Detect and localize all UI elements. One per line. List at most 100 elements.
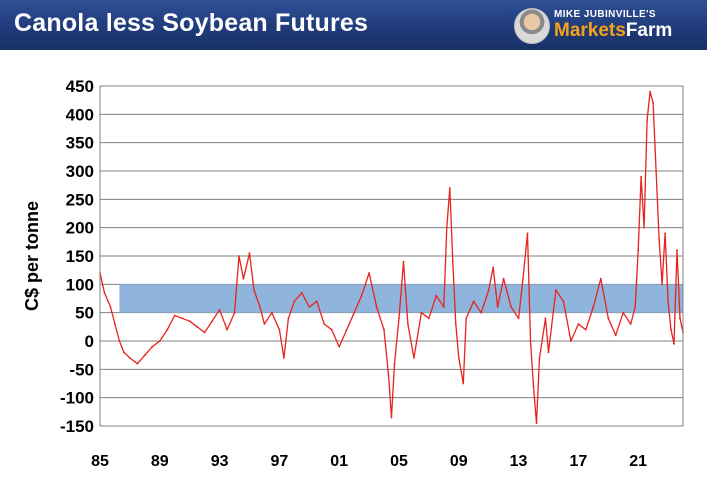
series-point	[118, 340, 121, 342]
series-point	[517, 317, 520, 320]
series-point	[330, 328, 333, 331]
series-point	[634, 306, 637, 308]
series-point	[462, 382, 465, 385]
series-point	[577, 323, 580, 325]
series-point	[622, 311, 625, 314]
series-point	[673, 342, 675, 345]
series-point	[442, 306, 445, 308]
series-point	[166, 328, 169, 331]
spread-series-line	[99, 91, 684, 424]
series-points	[99, 90, 684, 425]
series-point	[123, 351, 125, 354]
y-tick-label: 450	[66, 77, 94, 96]
y-tick-label: 200	[66, 219, 94, 238]
series-point	[196, 325, 199, 328]
series-point	[345, 328, 348, 331]
series-point	[271, 311, 273, 314]
series-point	[128, 357, 131, 359]
series-point	[445, 226, 448, 229]
series-point	[592, 306, 595, 308]
series-point	[510, 306, 512, 308]
presenter-avatar	[514, 8, 550, 44]
series-point	[538, 357, 541, 359]
series-point	[614, 334, 617, 337]
series-point	[457, 357, 460, 359]
series-point	[435, 294, 438, 297]
series-point	[259, 306, 261, 308]
series-point	[664, 232, 666, 235]
series-point	[287, 317, 290, 320]
y-tick-label: -50	[69, 360, 94, 379]
series-point	[393, 362, 396, 365]
series-point	[398, 317, 400, 320]
series-point	[407, 323, 409, 325]
series-point	[323, 323, 326, 325]
series-point	[114, 323, 116, 325]
series-point	[402, 260, 405, 263]
series-point	[496, 306, 499, 308]
series-point	[643, 226, 646, 229]
series-point	[661, 283, 663, 286]
x-tick-label: 05	[390, 453, 408, 470]
y-tick-label: 350	[66, 134, 94, 153]
series-point	[151, 345, 154, 348]
series-point	[472, 300, 475, 303]
y-tick-label: 0	[85, 332, 94, 351]
series-point	[218, 308, 221, 311]
series-point	[109, 306, 112, 308]
series-point	[569, 340, 572, 342]
brand-subtitle: MIKE JUBINVILLE'S	[554, 9, 656, 20]
series-point	[282, 357, 285, 359]
series-point	[526, 232, 529, 235]
series-point	[676, 249, 678, 252]
series-point	[532, 385, 535, 388]
y-tick-label: -150	[60, 417, 94, 436]
series-point	[502, 277, 505, 280]
series-point	[629, 323, 632, 325]
series-point	[338, 345, 341, 348]
series-point	[599, 277, 602, 280]
brand-word-markets: Markets	[554, 20, 626, 41]
x-axis-ticks: 85 89 93 97 01 05 09 13 17 21	[91, 453, 647, 470]
series-point	[390, 416, 393, 419]
y-tick-label: 100	[66, 275, 94, 294]
series-point	[226, 328, 228, 331]
series-point	[649, 90, 652, 93]
series-point	[353, 311, 356, 314]
title-banner: Canola less Soybean Futures MIKE JUBINVI…	[0, 0, 707, 50]
series-point	[143, 354, 146, 357]
series-point	[300, 291, 303, 294]
series-point	[465, 317, 468, 320]
y-axis-ticks: 450 400 350 300 250 200 150 100 50 0 -50 -100 -150	[60, 77, 94, 436]
brand-wordmark: MarketsFarm	[554, 20, 672, 42]
chart-svg: 450 400 350 300 250 200 150 100 50 0 -50 -100 -150 8…	[22, 77, 684, 470]
series-point	[535, 422, 538, 425]
series-point	[173, 314, 176, 317]
series-point	[522, 277, 524, 280]
series-point	[413, 357, 415, 359]
brand-word-farm: Farm	[625, 20, 673, 41]
series-point	[637, 249, 640, 252]
series-point	[136, 362, 139, 365]
series-point	[308, 306, 311, 308]
series-point	[387, 374, 390, 376]
y-tick-label: 50	[75, 304, 94, 323]
series-point	[238, 255, 240, 257]
series-point	[233, 311, 236, 314]
series-point	[451, 260, 454, 263]
series-point	[584, 328, 587, 331]
chart-title: Canola less Soybean Futures	[14, 9, 369, 37]
x-tick-label: 13	[510, 453, 528, 470]
series-point	[454, 323, 457, 325]
y-tick-label: 300	[66, 162, 94, 181]
series-point	[293, 300, 296, 303]
y-tick-label: 150	[66, 247, 94, 266]
x-tick-label: 17	[569, 453, 587, 470]
series-point	[368, 272, 370, 274]
y-tick-label: -100	[60, 389, 94, 408]
gridlines	[100, 85, 683, 427]
series-point	[607, 317, 610, 320]
series-point	[679, 317, 681, 320]
series-point	[555, 289, 557, 291]
series-point	[480, 311, 483, 314]
